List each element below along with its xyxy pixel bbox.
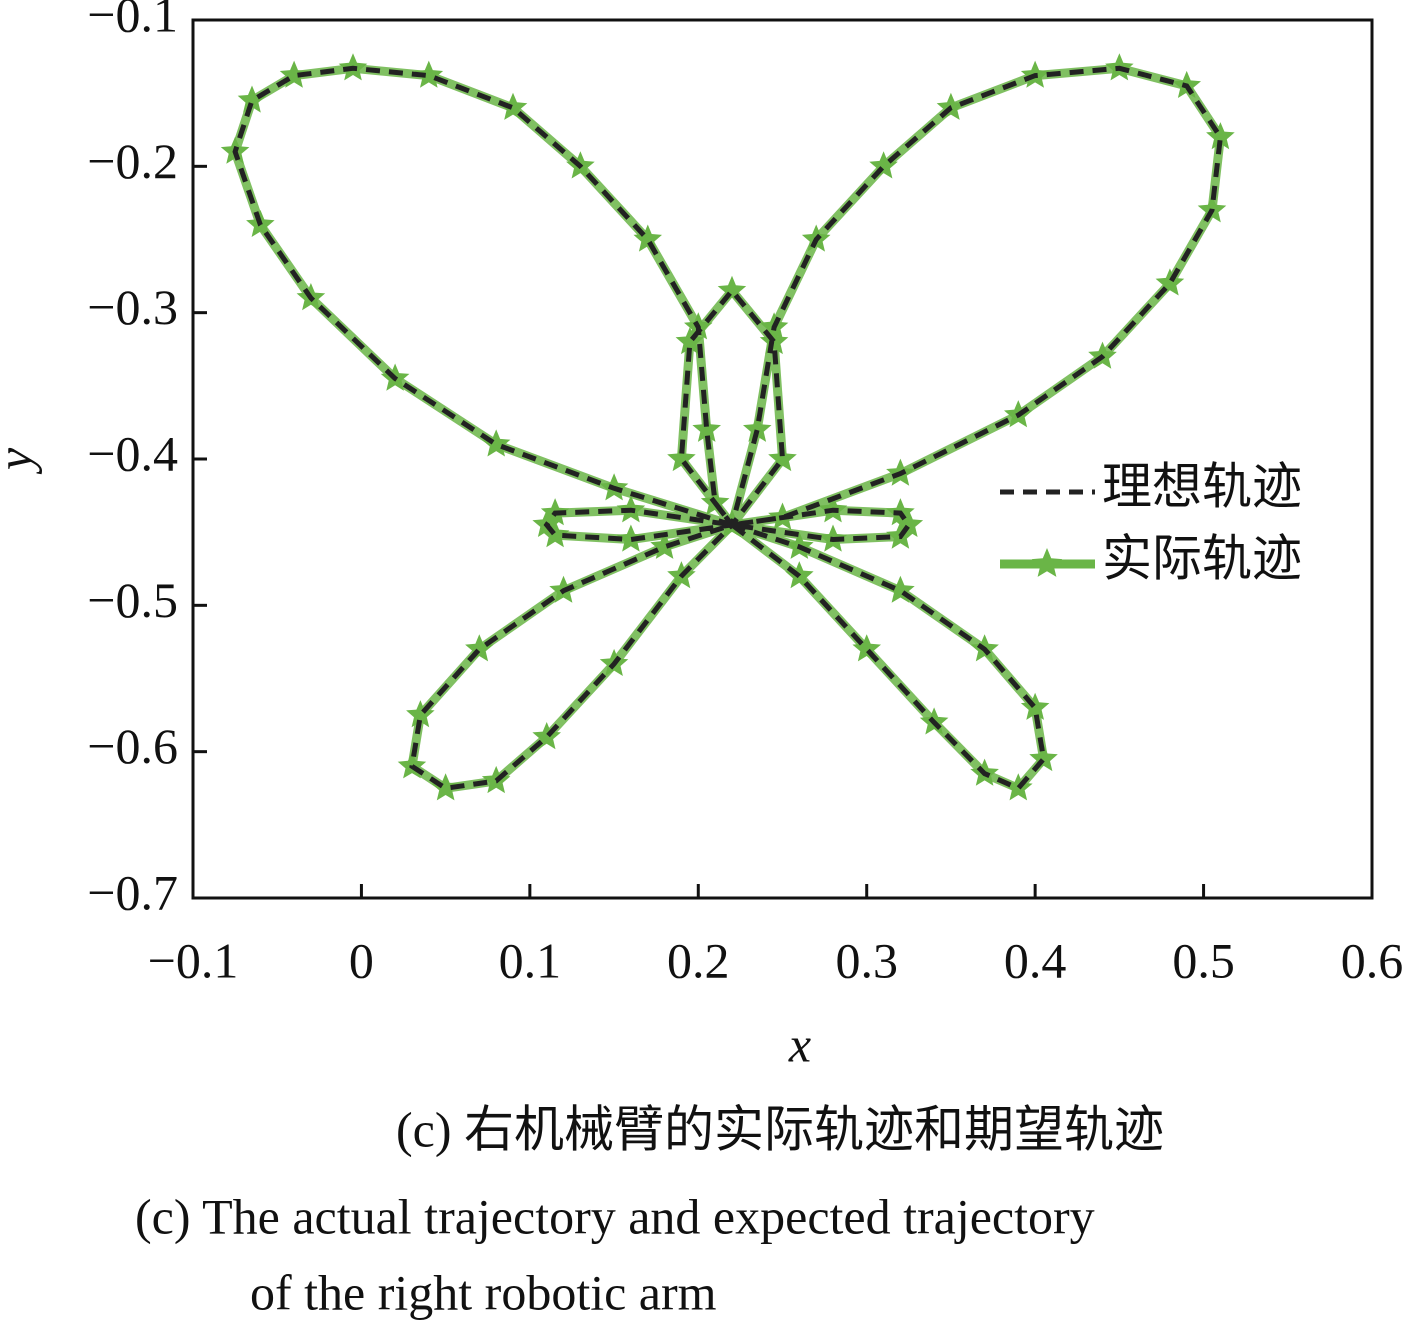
star-marker [540, 520, 570, 548]
y-tick-label: −0.4 [87, 425, 178, 481]
star-marker [616, 524, 646, 552]
x-tick-label: 0.5 [1172, 932, 1235, 988]
star-marker [406, 700, 435, 728]
star-marker [692, 414, 721, 442]
caption-cn: (c) 右机械臂的实际轨迹和期望轨迹 [396, 1101, 1164, 1157]
y-tick-label: −0.7 [87, 864, 178, 920]
x-tick-label: 0.4 [1004, 932, 1067, 988]
star-marker [675, 326, 705, 355]
x-tick-label: −0.1 [148, 932, 239, 988]
legend-label: 理想轨迹 [1102, 458, 1302, 514]
y-tick-label: −0.1 [87, 0, 178, 42]
star-marker [1020, 692, 1050, 720]
y-tick-label: −0.6 [87, 718, 178, 774]
y-tick-label: −0.3 [87, 279, 178, 335]
star-marker [1206, 122, 1235, 150]
y-tick-label: −0.5 [87, 572, 178, 628]
y-tick-label: −0.2 [87, 133, 178, 189]
x-tick-label: 0.6 [1341, 932, 1404, 988]
x-tick-label: 0.1 [499, 932, 562, 988]
caption-en: (c) The actual trajectory and expected t… [135, 1188, 1095, 1244]
x-tick-label: 0 [349, 932, 374, 988]
actual-line [230, 63, 1225, 793]
x-tick-label: 0.2 [667, 932, 730, 988]
star-marker [431, 773, 460, 801]
y-axis-label: y [0, 447, 42, 475]
ideal-line [232, 65, 1223, 792]
caption-en: of the right robotic arm [250, 1264, 717, 1320]
star-marker [237, 85, 267, 113]
star-marker [743, 414, 772, 442]
star-marker [633, 224, 662, 252]
x-axis-label: x [788, 1016, 811, 1072]
legend-label: 实际轨迹 [1102, 530, 1302, 586]
star-marker [481, 429, 511, 457]
legend-star [1031, 548, 1063, 577]
x-tick-label: 0.3 [835, 932, 898, 988]
